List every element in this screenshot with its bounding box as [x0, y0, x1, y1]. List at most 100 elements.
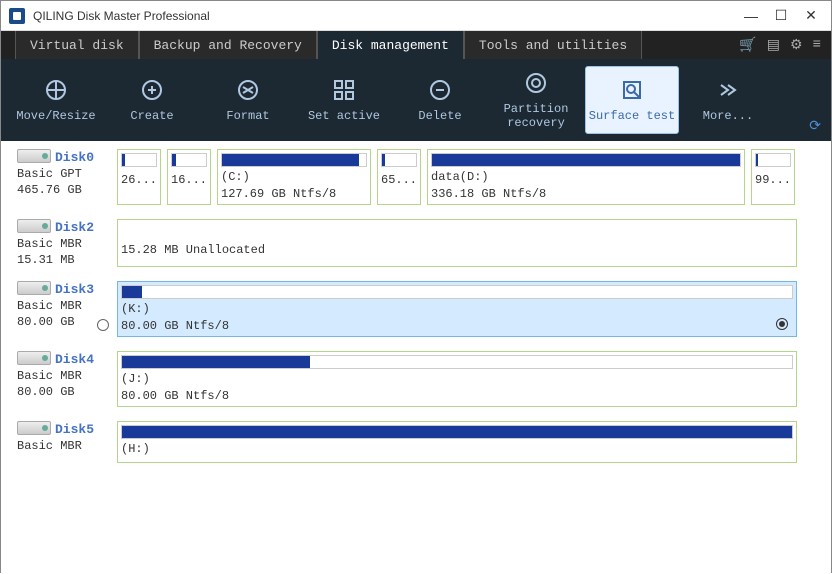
- partition[interactable]: data(D:)336.18 GB Ntfs/8: [427, 149, 745, 205]
- partition-info: 26...: [121, 173, 157, 187]
- menu-icon[interactable]: ≡: [813, 37, 821, 53]
- disk-name: Disk3: [55, 282, 94, 297]
- disk-icon: [17, 149, 51, 163]
- close-button[interactable]: ✕: [805, 10, 817, 22]
- tool-create[interactable]: Create: [105, 66, 199, 134]
- partition[interactable]: 16...: [167, 149, 211, 205]
- partition-info: 99...: [755, 173, 791, 187]
- partition[interactable]: (H:): [117, 421, 797, 463]
- partition[interactable]: 99...: [751, 149, 795, 205]
- disk-name: Disk0: [55, 150, 94, 165]
- tool-label: Partition recovery: [504, 102, 569, 131]
- tab-tools-and-utilities[interactable]: Tools and utilities: [464, 31, 642, 59]
- disk-radio[interactable]: [97, 319, 109, 331]
- partition-usage-bar: [755, 153, 791, 167]
- tool-surface-test[interactable]: Surface test: [585, 66, 679, 134]
- partition-info: 80.00 GB Ntfs/8: [121, 319, 793, 333]
- more-icon: [715, 77, 741, 103]
- tab-virtual-disk[interactable]: Virtual disk: [15, 31, 139, 59]
- partition-label: (J:): [121, 372, 793, 386]
- app-icon: [9, 8, 25, 24]
- delete-icon: [427, 77, 453, 103]
- partitions: 26... 16... (C:)127.69 GB Ntfs/8 65... data(…: [117, 149, 815, 205]
- tool-label: Delete: [418, 109, 461, 123]
- minimize-button[interactable]: —: [745, 10, 757, 22]
- disk-icon: [17, 421, 51, 435]
- partition-usage-bar: [381, 153, 417, 167]
- partition-usage-bar: [431, 153, 741, 167]
- partition-usage-bar: [121, 285, 793, 299]
- cart-icon[interactable]: 🛒: [739, 37, 756, 54]
- list-icon[interactable]: ▤: [767, 37, 780, 54]
- disk-icon: [17, 351, 51, 365]
- tool-label: More...: [703, 109, 753, 123]
- partition[interactable]: (C:)127.69 GB Ntfs/8: [217, 149, 371, 205]
- tool-label: Create: [130, 109, 173, 123]
- partition[interactable]: 65...: [377, 149, 421, 205]
- partition-usage-bar: [221, 153, 367, 167]
- tool-set-active[interactable]: Set active: [297, 66, 391, 134]
- format-icon: [235, 77, 261, 103]
- partitions: (J:) 80.00 GB Ntfs/8: [117, 351, 815, 407]
- move-resize-icon: [43, 77, 69, 103]
- partitions: 15.28 MB Unallocated: [117, 219, 815, 267]
- disk-label[interactable]: Disk3Basic MBR80.00 GB: [17, 281, 111, 337]
- partition[interactable]: 26...: [117, 149, 161, 205]
- disk-size: 465.76 GB: [17, 183, 111, 197]
- disk-label[interactable]: Disk2 Basic MBR 15.31 MB: [17, 219, 111, 267]
- disk-row: Disk5 Basic MBR (H:): [17, 421, 815, 463]
- refresh-icon[interactable]: ⟳: [809, 118, 821, 135]
- disk-name: Disk4: [55, 352, 94, 367]
- disk-label[interactable]: Disk4Basic MBR80.00 GB: [17, 351, 111, 407]
- partition-usage-bar: [121, 355, 793, 369]
- partitions: (K:)80.00 GB Ntfs/8: [117, 281, 815, 337]
- tab-disk-management[interactable]: Disk management: [317, 31, 464, 59]
- disk-row: Disk4Basic MBR80.00 GB(J:)80.00 GB Ntfs/…: [17, 351, 815, 407]
- disk-icon: [17, 219, 51, 233]
- disk-type: Basic MBR: [17, 439, 111, 453]
- disk-label[interactable]: Disk0 Basic GPT 465.76 GB: [17, 149, 111, 205]
- tool-format[interactable]: Format: [201, 66, 295, 134]
- tool-label: Surface test: [589, 109, 675, 123]
- disk-type: Basic MBR: [17, 237, 111, 251]
- partition-label: (C:): [221, 170, 367, 184]
- disk-area[interactable]: Disk0 Basic GPT 465.76 GB 26... 16... (C:)127…: [1, 141, 831, 574]
- titlebar: QILING Disk Master Professional — ☐ ✕: [1, 1, 831, 31]
- tool-delete[interactable]: Delete: [393, 66, 487, 134]
- disk-name: Disk5: [55, 422, 94, 437]
- partition-info: 80.00 GB Ntfs/8: [121, 389, 793, 403]
- toolbar: Move/Resize Create Format Set active Delete P…: [1, 59, 831, 141]
- tool-more[interactable]: More...: [681, 66, 775, 134]
- create-icon: [139, 77, 165, 103]
- partition[interactable]: (J:) 80.00 GB Ntfs/8: [117, 351, 797, 407]
- partition-usage-bar: [171, 153, 207, 167]
- partition-recovery-icon: [523, 70, 549, 96]
- partition-usage-bar: [121, 425, 793, 439]
- maximize-button[interactable]: ☐: [775, 10, 787, 22]
- tabbar: Virtual diskBackup and RecoveryDisk mana…: [1, 31, 831, 59]
- disk-type: Basic GPT: [17, 167, 111, 181]
- partition-selected-radio[interactable]: [776, 318, 788, 330]
- tab-backup-and-recovery[interactable]: Backup and Recovery: [139, 31, 317, 59]
- partition[interactable]: 15.28 MB Unallocated: [117, 219, 797, 267]
- tool-move-resize[interactable]: Move/Resize: [9, 66, 103, 134]
- partitions: (H:): [117, 421, 815, 463]
- partition-info: 65...: [381, 173, 417, 187]
- disk-label[interactable]: Disk5 Basic MBR: [17, 421, 111, 463]
- partition[interactable]: (K:)80.00 GB Ntfs/8: [117, 281, 797, 337]
- gear-icon[interactable]: ⚙: [790, 37, 803, 54]
- disk-name: Disk2: [55, 220, 94, 235]
- tool-label: Set active: [308, 109, 380, 123]
- tool-partition-recovery[interactable]: Partition recovery: [489, 66, 583, 134]
- disk-type: Basic MBR: [17, 369, 111, 383]
- disk-size: 15.31 MB: [17, 253, 111, 267]
- partition-info: 15.28 MB Unallocated: [121, 243, 793, 257]
- partition-usage-bar: [121, 153, 157, 167]
- partition-info: 16...: [171, 173, 207, 187]
- tool-label: Move/Resize: [16, 109, 95, 123]
- disk-row: Disk3Basic MBR80.00 GB(K:)80.00 GB Ntfs/…: [17, 281, 815, 337]
- disk-type: Basic MBR: [17, 299, 111, 313]
- disk-row: Disk0 Basic GPT 465.76 GB 26... 16... (C:)127…: [17, 149, 815, 205]
- disk-icon: [17, 281, 51, 295]
- disk-row: Disk2 Basic MBR 15.31 MB 15.28 MB Unallocat…: [17, 219, 815, 267]
